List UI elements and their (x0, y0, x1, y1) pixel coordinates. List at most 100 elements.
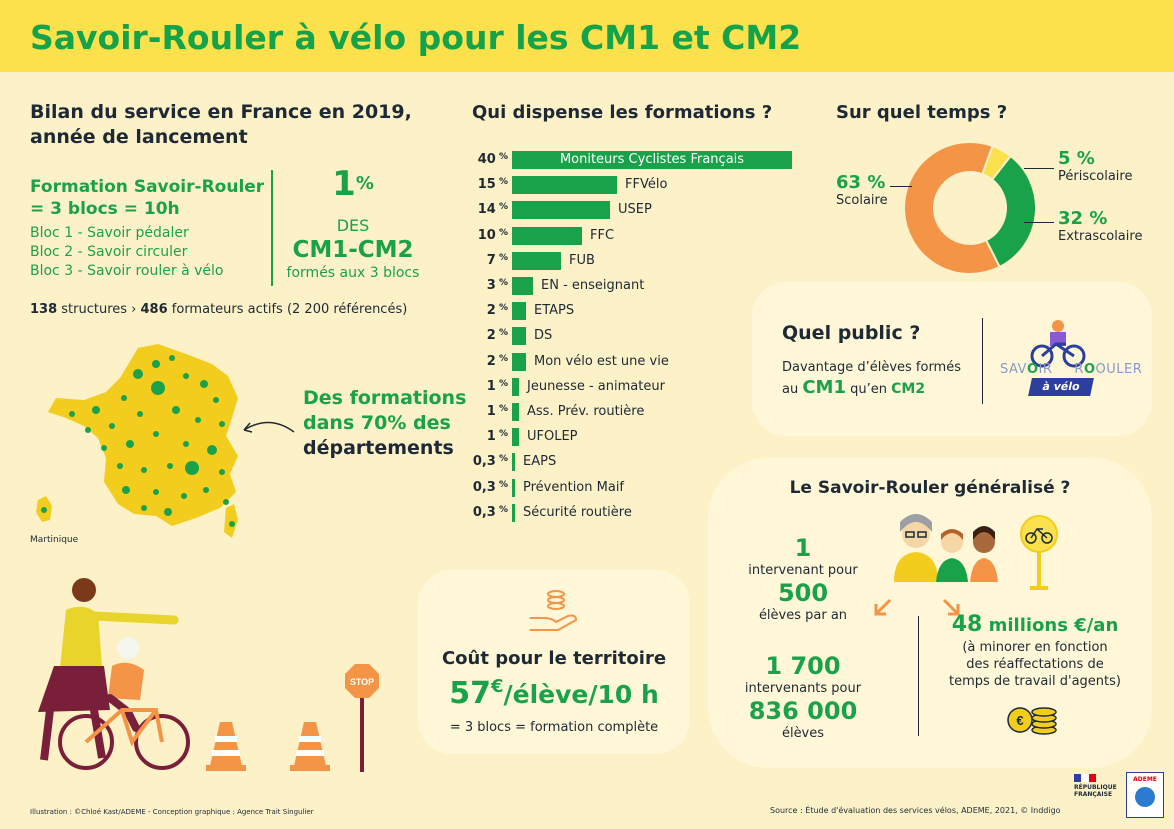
curved-arrow-icon (243, 421, 295, 433)
bar (512, 201, 610, 220)
bar-row: 10 % FFC (462, 226, 792, 246)
bar-value-label: 10 % (477, 227, 508, 243)
percent-block: 1% DES CM1-CM2 formés aux 3 blocs (278, 166, 428, 281)
coins-icon: € (1007, 707, 1057, 735)
bar-value-label: 2 % (486, 328, 508, 344)
pie-leader-line (1024, 222, 1054, 223)
svg-text:€: € (1016, 713, 1023, 728)
pie-cat-periscolaire: Périscolaire (1058, 169, 1133, 184)
bar (512, 478, 515, 497)
logo-r: R (1074, 362, 1084, 377)
bar (512, 151, 792, 169)
formation-line1: Formation Savoir-Rouler (30, 177, 265, 197)
divider (982, 318, 983, 404)
total-n3: 1 700 (765, 652, 841, 680)
title-band (0, 0, 1174, 72)
structures-count: 138 (30, 302, 58, 317)
logo-sav: SAV (1000, 362, 1027, 377)
bar (512, 176, 617, 195)
map-caption: Des formations dans 70% des départements (303, 386, 466, 461)
bar-value-label: 40 % (477, 152, 508, 167)
divider (918, 616, 919, 736)
bilan-heading-line2: année de lancement (30, 126, 248, 148)
logo-ouler: OULER (1095, 362, 1143, 377)
ratio-t2: élèves par an (758, 608, 848, 623)
bike-sign-icon (1020, 515, 1058, 590)
total-block: 1 700 intervenants pour 836 000 élèves (730, 652, 876, 742)
pie-leader-line (1024, 168, 1054, 169)
bloc-item: Bloc 3 - Savoir rouler à vélo (30, 263, 224, 279)
bar-value-label: 3 % (486, 278, 508, 293)
budget-block: 48 millions €/an (à minorer en fonction … (930, 612, 1140, 690)
budget-line1: (à minorer en fonction (962, 640, 1108, 655)
bar-row: 2 % ETAPS (462, 301, 792, 321)
bar-row: 40 % Moniteurs Cyclistes Français (462, 150, 792, 170)
france-map (36, 344, 238, 538)
logo-o: O (1026, 362, 1039, 377)
public-text: Davantage d’élèves formés au CM1 qu’en C… (782, 358, 961, 400)
globe-icon (1135, 787, 1155, 807)
cout-sub: = 3 blocs = formation complète (449, 720, 659, 735)
formes-label: formés aux 3 blocs (286, 265, 420, 281)
corse-shape (224, 504, 238, 538)
public-cm1: CM1 (802, 377, 846, 398)
public-panel (752, 282, 1152, 436)
logo-badge: à vélo (1028, 378, 1094, 396)
pie-cat-scolaire: Scolaire (836, 193, 888, 208)
arrow-down-left-icon (874, 598, 892, 616)
formation-title: Formation Savoir-Rouler = 3 blocs = 10h (30, 176, 264, 220)
bar-category-label: Jeunesse - animateur (527, 378, 665, 394)
cout-euro: € (490, 676, 504, 697)
bar-row: 0,3 % Sécurité routière (462, 503, 792, 523)
pie-label-extrascolaire: 32 % Extrascolaire (1058, 208, 1142, 244)
pie-leader-line (890, 186, 912, 187)
bar-category-label: ETAPS (534, 303, 575, 319)
rf-line1: RÉPUBLIQUE (1074, 784, 1117, 791)
percent-sign: % (355, 173, 374, 194)
pie-pct-periscolaire: 5 % (1058, 148, 1095, 169)
bar-category-label: Mon vélo est une vie (534, 353, 669, 369)
bar (512, 377, 519, 396)
bar-category-label: Prévention Maif (523, 479, 625, 495)
map-dots (69, 355, 235, 527)
cout-per: /élève/10 h (503, 680, 659, 709)
ratio-n2: 500 (777, 579, 829, 607)
public-cm2: CM2 (891, 381, 926, 397)
bar-value-label: 14 % (477, 202, 508, 218)
generalise-heading: Le Savoir-Rouler généralisé ? (789, 478, 1071, 498)
bar (512, 453, 515, 472)
arrow-down-right-icon (942, 598, 960, 616)
formateurs-text: formateurs actifs (2 200 référencés) (167, 302, 408, 317)
bar-value-label: 2 % (486, 353, 508, 369)
public-heading: Quel public ? (782, 322, 921, 344)
bar-category-label: Ass. Prév. routière (527, 404, 645, 419)
cout-value-line: 57€/élève/10 h (418, 676, 690, 711)
cout-panel (418, 570, 690, 754)
traffic-cone-icon (206, 722, 246, 771)
total-n4: 836 000 (748, 697, 858, 725)
bar-value-label: 0,3 % (472, 454, 508, 470)
generalise-panel (708, 458, 1152, 768)
map-caption-line2: dans 70% des (303, 412, 451, 434)
bar-category-label: Moniteurs Cyclistes Français (559, 152, 745, 167)
bar (512, 327, 526, 346)
blocs-list: Bloc 1 - Savoir pédaler Bloc 2 - Savoir … (30, 224, 223, 281)
people-icon (894, 514, 998, 582)
bar (512, 503, 515, 522)
budget-num: 48 (951, 612, 983, 637)
public-line1: Davantage d’élèves formés (782, 360, 961, 375)
bar-value-label: 0,3 % (472, 479, 508, 495)
flag-icon (1074, 774, 1096, 782)
budget-text: millions €/an (982, 615, 1119, 636)
bike-child-icon (1030, 320, 1086, 368)
cyclist-illustration (38, 578, 190, 770)
bar-value-label: 1 % (486, 378, 508, 394)
bar (512, 302, 526, 321)
bar-category-label: FFVélo (625, 177, 668, 193)
source: Source : Étude d'évaluation des services… (770, 806, 1061, 815)
pie-pct-scolaire: 63 % (836, 172, 886, 193)
ratio-block: 1 intervenant pour 500 élèves par an (740, 534, 866, 624)
bar-row: 3 % EN - enseignant (462, 276, 792, 296)
bar-value-label: 2 % (486, 303, 508, 319)
logo-ir: IR (1038, 362, 1053, 377)
